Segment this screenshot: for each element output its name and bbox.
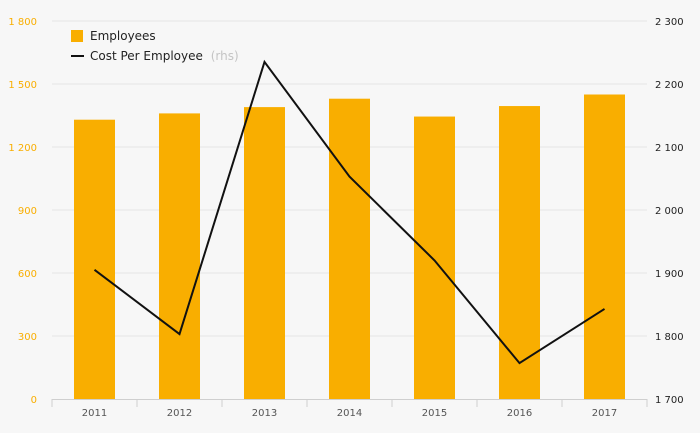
x-tick-label: 2014	[337, 408, 362, 419]
y-right-tick-label: 1 800	[655, 332, 684, 343]
y-left-tick-label: 300	[18, 332, 37, 343]
y-right-tick-label: 1 700	[655, 395, 684, 406]
employee-bars	[74, 94, 625, 400]
x-tick-label: 2013	[252, 408, 277, 419]
bar-employees-2013	[244, 107, 285, 399]
bar-employees-2012	[159, 113, 200, 400]
y-right-tick-label: 2 200	[655, 80, 684, 91]
x-tick-label: 2012	[167, 408, 192, 419]
legend: Employees Cost Per Employee (rhs)	[71, 29, 239, 63]
y-right-tick-label: 2 100	[655, 143, 684, 154]
bar-employees-2015	[414, 116, 455, 400]
x-tick-label: 2016	[507, 408, 532, 419]
legend-series-name: Cost Per Employee	[90, 49, 203, 63]
y-right-tick-label: 2 300	[655, 17, 684, 28]
cost-line-layer	[93, 59, 606, 365]
legend-label-employees: Employees	[90, 29, 156, 43]
line-cost-per-employee	[93, 59, 606, 365]
y-left-tick-label: 0	[31, 395, 37, 406]
x-tick-label: 2015	[422, 408, 447, 419]
x-tick-label: 2017	[592, 408, 617, 419]
y-left-tick-label: 900	[18, 206, 37, 217]
y-right-tick-label: 1 900	[655, 269, 684, 280]
y-left-tick-label: 1 200	[8, 143, 37, 154]
bar-employees-2011	[74, 119, 115, 399]
bar-employees-2014	[329, 98, 370, 399]
x-tick-label: 2011	[82, 408, 107, 419]
legend-swatch-employees	[71, 30, 83, 42]
legend-rhs-note: (rhs)	[211, 49, 239, 63]
y-left-tick-label: 1 800	[8, 17, 37, 28]
y-right-tick-label: 2 000	[655, 206, 684, 217]
legend-label-cost-per-employee: Cost Per Employee (rhs)	[90, 49, 239, 63]
y-left-tick-label: 600	[18, 269, 37, 280]
axes: 0 300 600 900 1 200 1 500 1 800 1 700 1 800 1 900…	[8, 17, 683, 419]
y-left-tick-label: 1 500	[8, 80, 37, 91]
bar-employees-2017	[584, 94, 625, 399]
bar-employees-2016	[499, 106, 540, 400]
